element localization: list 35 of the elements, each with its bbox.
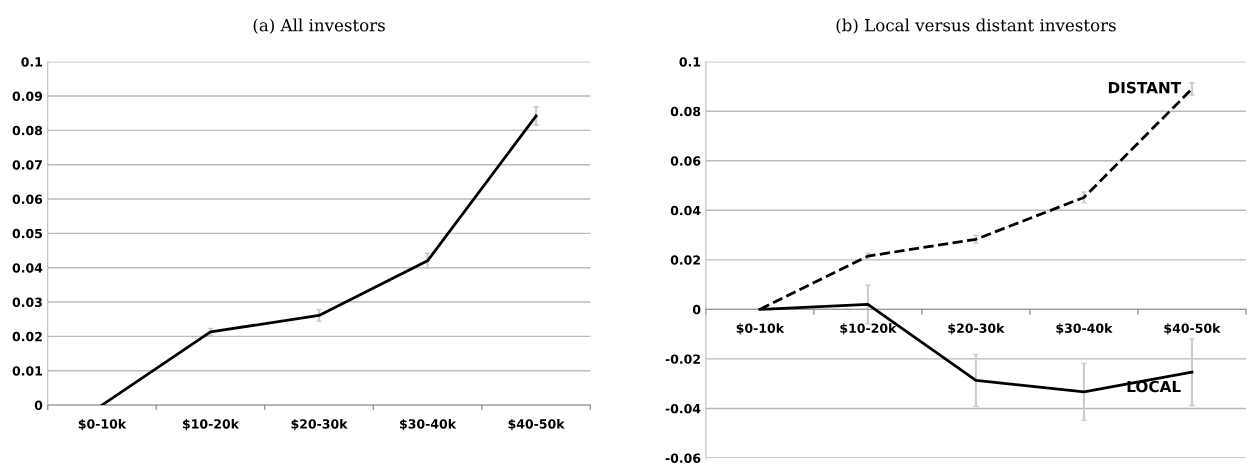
y-tick-label: -0.02	[665, 354, 700, 364]
y-tick-label: 0.05	[12, 228, 42, 239]
y-tick-label: 0.04	[12, 263, 43, 273]
y-tick-label: 0.06	[12, 194, 43, 204]
y-tick-label: 0.03	[12, 297, 42, 307]
series-label: LOCAL	[1127, 380, 1181, 393]
y-tick-label: 0.08	[670, 106, 701, 117]
x-tick-label: $30-40k	[400, 418, 457, 431]
x-tick-label: $0-10k	[736, 323, 785, 335]
y-tick-label: 0.02	[12, 331, 42, 342]
x-tick-label: $0-10k	[78, 418, 127, 431]
chart-title: (b) Local versus distant investors	[836, 18, 1116, 34]
y-tick-label: 0.01	[12, 366, 43, 376]
x-tick-label: $40-50k	[1164, 323, 1221, 335]
x-tick-label: $20-30k	[291, 418, 348, 431]
y-tick-label: -0.04	[665, 403, 701, 414]
series-label: DISTANT	[1108, 81, 1182, 94]
x-tick-label: $20-30k	[948, 323, 1005, 335]
y-tick-label: 0	[692, 304, 701, 315]
y-tick-label: 0.06	[670, 156, 701, 166]
y-tick-label: 0.04	[670, 205, 701, 216]
x-tick-label: $10-20k	[182, 418, 240, 431]
y-tick-label: 0.08	[12, 125, 43, 136]
y-tick-label: -0.06	[665, 453, 701, 463]
y-tick-label: 0	[34, 400, 43, 410]
line-series	[100, 114, 538, 406]
chart-title: (a) All investors	[253, 18, 385, 34]
x-tick-label: $30-40k	[1056, 323, 1113, 335]
y-tick-label: 0.1	[21, 57, 43, 67]
y-tick-label: 0.02	[670, 255, 700, 265]
y-tick-label: 0.09	[12, 91, 43, 101]
x-tick-label: $10-20k	[840, 323, 897, 335]
y-tick-label: 0.1	[679, 57, 701, 67]
x-tick-label: $40-50k	[508, 418, 565, 431]
y-tick-label: 0.07	[12, 160, 42, 170]
